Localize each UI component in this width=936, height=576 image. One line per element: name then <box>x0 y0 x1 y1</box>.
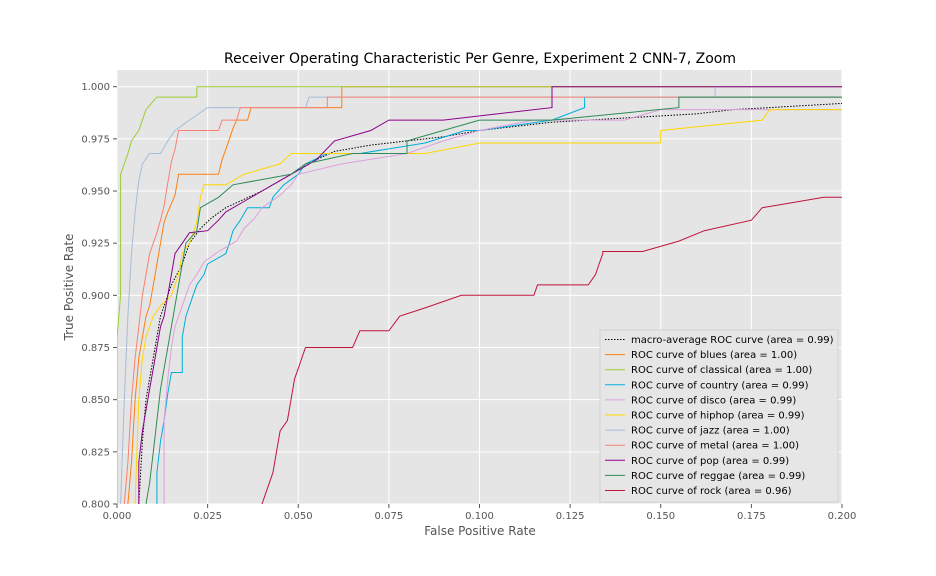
roc-series-3 <box>156 96 842 504</box>
roc-series-9 <box>145 96 842 504</box>
legend-entry: ROC curve of classical (area = 1.00) <box>631 365 812 376</box>
roc-series-8 <box>138 86 842 504</box>
legend-entry: ROC curve of disco (area = 0.99) <box>631 395 796 406</box>
y-tick-label: 0.975 <box>81 134 110 145</box>
legend: macro-average ROC curve (area = 0.99) ROC… <box>599 329 839 503</box>
legend-entry: ROC curve of reggae (area = 0.99) <box>631 471 805 482</box>
y-axis-label: True Positive Rate <box>62 234 76 342</box>
y-tick-label: 0.850 <box>81 395 110 406</box>
y-tick-label: 1.000 <box>81 82 110 93</box>
roc-series-4 <box>163 109 842 504</box>
x-axis-label: False Positive Rate <box>424 524 536 538</box>
y-tick-label: 0.800 <box>81 500 110 511</box>
y-tick-label: 0.875 <box>81 343 110 354</box>
legend-entry: ROC curve of country (area = 0.99) <box>631 380 809 391</box>
legend-box <box>599 329 839 503</box>
x-tick-label: 0.150 <box>646 511 675 522</box>
x-tick-label: 0.175 <box>737 511 766 522</box>
x-tick-label: 0.125 <box>556 511 585 522</box>
x-tick-label: 0.075 <box>375 511 404 522</box>
legend-entry: ROC curve of pop (area = 0.99) <box>631 456 789 467</box>
legend-entry: ROC curve of rock (area = 0.96) <box>631 486 792 497</box>
legend-entry: ROC curve of metal (area = 1.00) <box>631 441 799 452</box>
roc-series-7 <box>123 96 842 504</box>
legend-entry: ROC curve of blues (area = 1.00) <box>631 350 797 361</box>
roc-curves <box>117 86 842 504</box>
y-tick-label: 0.950 <box>81 187 110 198</box>
roc-series-2 <box>117 86 842 504</box>
x-tick-label: 0.050 <box>284 511 313 522</box>
roc-series-5 <box>134 109 842 504</box>
legend-entry: ROC curve of hiphop (area = 0.99) <box>631 411 805 422</box>
roc-series-1 <box>127 86 842 504</box>
x-tick-label: 0.100 <box>465 511 494 522</box>
y-tick-label: 0.825 <box>81 447 110 458</box>
legend-entry: ROC curve of jazz (area = 1.00) <box>631 426 790 437</box>
y-tick-label: 0.900 <box>81 291 110 302</box>
x-tick-label: 0.000 <box>103 511 132 522</box>
legend-entry: macro-average ROC curve (area = 0.99) <box>631 335 834 346</box>
ticks: 0.000 0.025 0.050 0.075 0.100 0.125 0.150 0.175… <box>81 82 856 522</box>
x-tick-label: 0.200 <box>828 511 857 522</box>
chart-title: Receiver Operating Characteristic Per Ge… <box>224 51 736 67</box>
x-tick-label: 0.025 <box>193 511 222 522</box>
roc-series-10 <box>261 196 842 504</box>
y-tick-label: 0.925 <box>81 239 110 250</box>
roc-series-0 <box>138 102 842 504</box>
